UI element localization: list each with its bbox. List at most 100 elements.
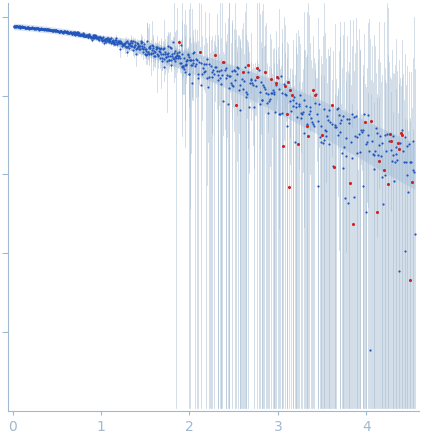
Point [70, 30, 77, 37]
Point [209, 73, 216, 80]
Point [60, 28, 67, 35]
Point [32, 25, 39, 32]
Point [367, 118, 374, 125]
Point [101, 37, 108, 44]
Point [123, 48, 130, 55]
Point [259, 97, 266, 104]
Point [189, 59, 196, 66]
Point [159, 45, 166, 52]
Point [92, 34, 98, 41]
Point [297, 91, 303, 98]
Point [31, 25, 38, 32]
Point [168, 50, 175, 57]
Point [237, 107, 244, 114]
Point [252, 83, 259, 90]
Point [36, 26, 43, 33]
Point [346, 115, 353, 122]
Point [108, 39, 115, 46]
Point [115, 38, 122, 45]
Point [244, 69, 251, 76]
Point [287, 87, 293, 94]
Point [321, 105, 327, 112]
Point [129, 39, 136, 46]
Point [203, 74, 210, 81]
Point [57, 28, 64, 35]
Point [239, 69, 246, 76]
Point [233, 70, 240, 77]
Point [190, 48, 197, 55]
Point [62, 29, 69, 36]
Point [189, 79, 195, 86]
Point [119, 42, 126, 49]
Point [14, 24, 21, 31]
Point [87, 34, 94, 41]
Point [166, 57, 173, 64]
Point [395, 140, 401, 147]
Point [284, 110, 290, 117]
Point [124, 43, 131, 50]
Point [46, 26, 53, 33]
Point [64, 28, 70, 35]
Point [84, 31, 91, 38]
Point [208, 62, 214, 69]
Point [333, 123, 339, 130]
Point [102, 35, 108, 42]
Point [157, 51, 164, 58]
Point [42, 25, 49, 32]
Point [155, 52, 162, 59]
Point [37, 25, 44, 32]
Point [113, 38, 119, 45]
Point [62, 28, 69, 35]
Point [283, 91, 289, 98]
Point [172, 58, 179, 65]
Point [94, 35, 101, 42]
Point [349, 221, 356, 228]
Point [353, 133, 360, 140]
Point [175, 55, 181, 62]
Point [246, 104, 253, 111]
Point [408, 178, 415, 185]
Point [167, 52, 173, 59]
Point [167, 45, 174, 52]
Point [384, 131, 390, 138]
Point [30, 24, 37, 31]
Point [32, 24, 39, 31]
Point [117, 39, 124, 46]
Point [249, 80, 256, 87]
Point [351, 193, 358, 200]
Point [140, 45, 146, 52]
Point [327, 119, 333, 126]
Point [78, 31, 85, 38]
Point [254, 64, 261, 71]
Point [216, 68, 222, 75]
Point [230, 82, 236, 89]
Point [84, 34, 91, 41]
Point [162, 49, 168, 56]
Point [390, 132, 397, 139]
Point [222, 74, 229, 81]
Point [171, 53, 178, 60]
Point [43, 25, 49, 32]
Point [172, 48, 179, 55]
Point [82, 32, 89, 39]
Point [121, 41, 128, 48]
Point [261, 86, 268, 93]
Point [40, 26, 46, 33]
Point [136, 45, 143, 52]
Point [203, 60, 209, 67]
Point [177, 59, 184, 66]
Point [263, 89, 270, 96]
Point [315, 182, 322, 189]
Point [322, 128, 329, 135]
Point [279, 89, 286, 96]
Point [93, 32, 100, 39]
Point [185, 53, 192, 60]
Point [137, 38, 144, 45]
Point [40, 26, 47, 33]
Point [89, 33, 96, 40]
Point [298, 109, 304, 116]
Point [107, 34, 114, 41]
Point [179, 63, 186, 70]
Point [85, 34, 92, 41]
Point [165, 53, 172, 60]
